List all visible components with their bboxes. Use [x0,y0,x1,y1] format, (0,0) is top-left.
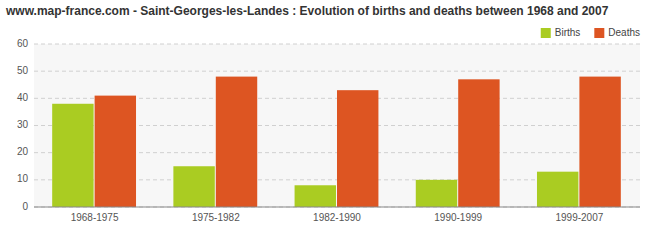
bar [95,96,136,207]
plot-background [34,44,640,207]
bar [458,79,499,207]
grid [34,44,640,207]
chart-svg: www.map-france.com - Saint-Georges-les-L… [0,0,650,229]
y-tick-label: 50 [17,65,29,76]
bar [173,166,214,207]
y-tick-label: 40 [17,92,29,103]
grid-line [34,207,640,208]
bar [52,104,93,207]
legend-label: Births [555,27,581,38]
y-tick-label: 30 [17,119,29,130]
bar [416,180,457,207]
y-tick-label: 10 [17,173,29,184]
background [0,0,650,229]
bar [337,90,378,207]
chart-container: www.map-france.com - Saint-Georges-les-L… [0,0,650,229]
y-tick-label: 20 [17,146,29,157]
series-bars [95,77,621,207]
bars [52,77,621,207]
bar [537,172,578,207]
x-tick-label: 1982-1990 [313,212,361,223]
x-axis-line [34,207,640,208]
legend: Births Deaths [541,27,640,38]
y-tick-label: 0 [22,201,28,212]
x-tick-label: 1975-1982 [192,212,240,223]
y-tick-label: 60 [17,38,29,49]
y-axis: 0 10 20 30 40 50 60 [17,38,29,212]
x-tick-label: 1968-1975 [71,212,119,223]
x-tick-label: 1990-1999 [434,212,482,223]
grid-line [34,44,640,45]
bar [216,77,257,207]
x-tick-label: 1999-2007 [555,212,603,223]
legend-swatch [594,28,604,38]
legend-label: Deaths [608,27,640,38]
bar [579,77,620,207]
legend-swatch [541,28,551,38]
title: www.map-france.com - Saint-Georges-les-L… [5,4,609,18]
x-axis: 1968-1975 1975-1982 1982-1990 1990-1999 1999… [34,207,640,223]
grid-line [34,71,640,72]
bar [295,185,336,207]
